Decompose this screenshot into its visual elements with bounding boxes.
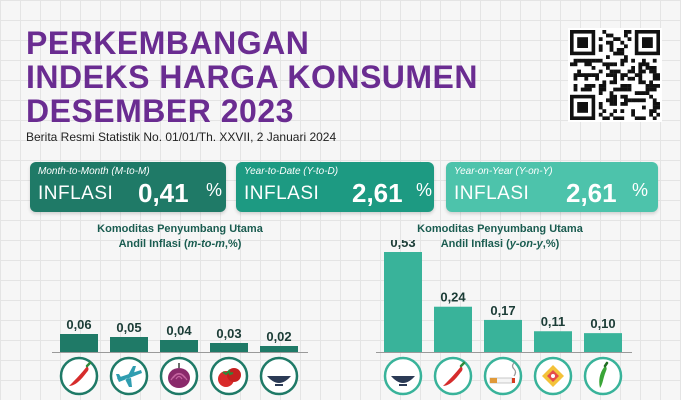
mtm-data-label: 0,06 bbox=[66, 317, 91, 332]
yoy-unit: % bbox=[632, 180, 649, 200]
mtm-data-label: 0,03 bbox=[216, 326, 241, 341]
subtitle: Berita Resmi Statistik No. 01/01/Th. XXV… bbox=[26, 130, 337, 144]
left-chart-title-italic: m-to-m bbox=[187, 238, 225, 250]
left-chart-title: Komoditas Penyumbang Utama Andil Inflasi… bbox=[60, 222, 300, 252]
right-chart-title-italic: y-on-y bbox=[509, 238, 543, 250]
chili-icon bbox=[59, 356, 99, 396]
right-chart-title-suffix: ,%) bbox=[542, 238, 560, 250]
right-chart-title: Komoditas Penyumbang Utama Andil Inflasi… bbox=[380, 222, 620, 252]
rice-icon bbox=[383, 356, 423, 396]
mtm-bar bbox=[160, 340, 198, 352]
left-chart-title-line2: Andil Inflasi (m-to-m,%) bbox=[60, 237, 300, 252]
title-line-2: INDEKS HARGA KONSUMEN bbox=[26, 59, 478, 95]
mtm-data-label: 0,02 bbox=[266, 329, 291, 344]
qr-code[interactable] bbox=[568, 28, 662, 122]
jewelry-icon bbox=[533, 356, 573, 396]
yoy-label: INFLASI bbox=[454, 183, 530, 204]
yoy-data-label: 0,11 bbox=[541, 314, 566, 329]
mtm-period: Month-to-Month (M-to-M) bbox=[38, 166, 150, 177]
left-chart-title-line1: Komoditas Penyumbang Utama bbox=[97, 223, 263, 235]
yoy-bar bbox=[384, 252, 422, 352]
yoy-value: 2,61 bbox=[566, 178, 617, 208]
mtm-data-label: 0,04 bbox=[166, 323, 192, 338]
cigarette-icon bbox=[483, 356, 523, 396]
yoy-bar bbox=[584, 333, 622, 352]
mtm-bar-chart: 0,06 0,05 0,04 0,03 0,02 bbox=[52, 317, 308, 396]
mtm-value: 0,41 bbox=[138, 178, 189, 208]
chili-icon bbox=[433, 356, 473, 396]
title-line-3: DESEMBER 2023 bbox=[26, 93, 294, 129]
yoy-data-label: 0,10 bbox=[590, 316, 615, 331]
mtm-bar bbox=[210, 343, 248, 352]
mtm-unit: % bbox=[206, 180, 223, 200]
yoy-data-label: 0,17 bbox=[490, 303, 515, 318]
yoy-data-label: 0,53 bbox=[390, 240, 415, 250]
right-chart-title-line1: Komoditas Penyumbang Utama bbox=[417, 223, 583, 235]
mtm-data-label: 0,05 bbox=[116, 320, 141, 335]
ytd-period: Year-to-Date (Y-to-D) bbox=[244, 166, 339, 177]
green-chili-icon bbox=[583, 356, 623, 396]
mtm-bar bbox=[260, 346, 298, 352]
airplane-icon bbox=[109, 356, 149, 396]
right-chart-title-line2: Andil Inflasi (y-on-y,%) bbox=[380, 237, 620, 252]
yoy-bar bbox=[534, 331, 572, 352]
tomato-icon bbox=[209, 356, 249, 396]
mtm-bar bbox=[110, 337, 148, 352]
yoy-data-label: 0,24 bbox=[440, 290, 466, 305]
yoy-bar bbox=[434, 306, 472, 352]
right-chart-title-prefix: Andil Inflasi ( bbox=[440, 238, 510, 250]
yoy-bar-chart: 0,53 0,24 0,17 0,11 0,10 bbox=[376, 240, 632, 396]
yoy-period: Year-on-Year (Y-on-Y) bbox=[454, 166, 553, 177]
left-chart-title-prefix: Andil Inflasi ( bbox=[118, 238, 188, 250]
rice-icon bbox=[259, 356, 299, 396]
ytd-unit: % bbox=[416, 180, 433, 200]
mtm-label: INFLASI bbox=[38, 183, 114, 204]
ytd-value: 2,61 bbox=[352, 178, 403, 208]
yoy-bar bbox=[484, 319, 522, 352]
shallot-icon bbox=[159, 356, 199, 396]
ytd-inflation-box: Year-to-Date (Y-to-D) INFLASI 2,61 % bbox=[236, 162, 434, 212]
mtm-bar bbox=[60, 334, 98, 352]
ytd-label: INFLASI bbox=[244, 183, 320, 204]
qr-code-graphic bbox=[570, 30, 661, 121]
title-line-1: PERKEMBANGAN bbox=[26, 25, 310, 61]
left-chart-title-suffix: ,%) bbox=[224, 238, 242, 250]
yoy-inflation-box: Year-on-Year (Y-on-Y) INFLASI 2,61 % bbox=[446, 162, 658, 212]
mtm-inflation-box: Month-to-Month (M-to-M) INFLASI 0,41 % bbox=[30, 162, 226, 212]
